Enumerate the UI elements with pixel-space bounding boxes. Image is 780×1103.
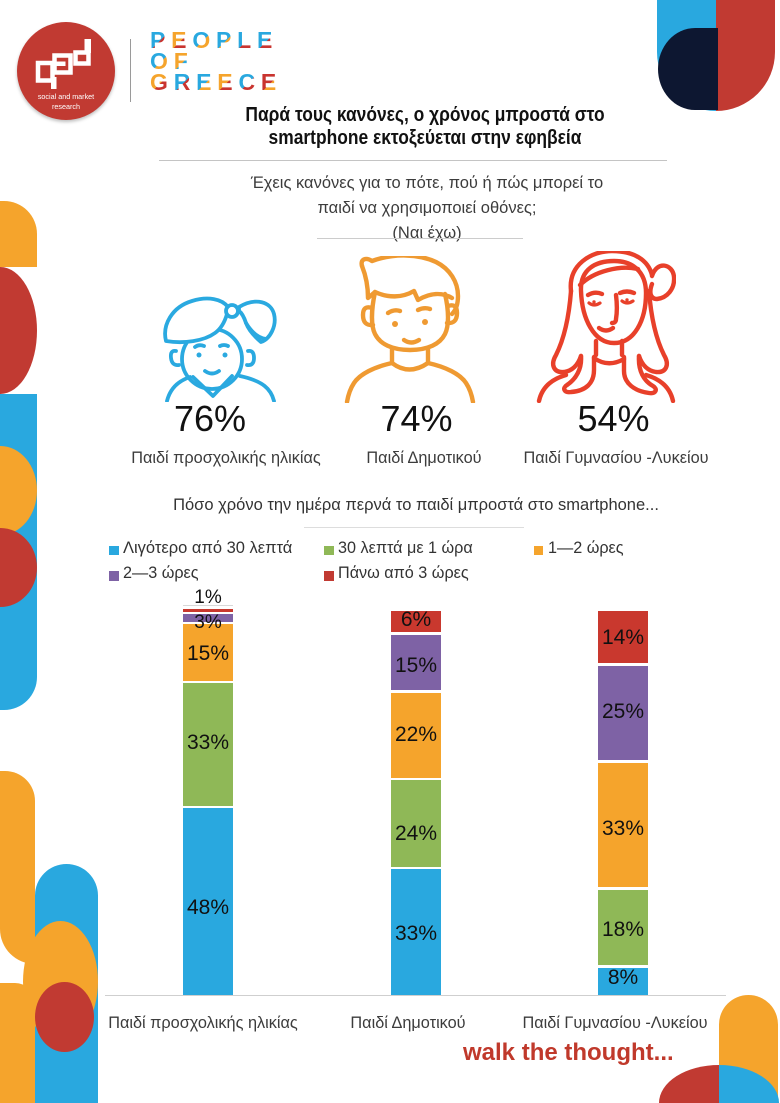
svg-text:research: research xyxy=(52,102,80,111)
svg-text:social and market: social and market xyxy=(38,92,94,101)
